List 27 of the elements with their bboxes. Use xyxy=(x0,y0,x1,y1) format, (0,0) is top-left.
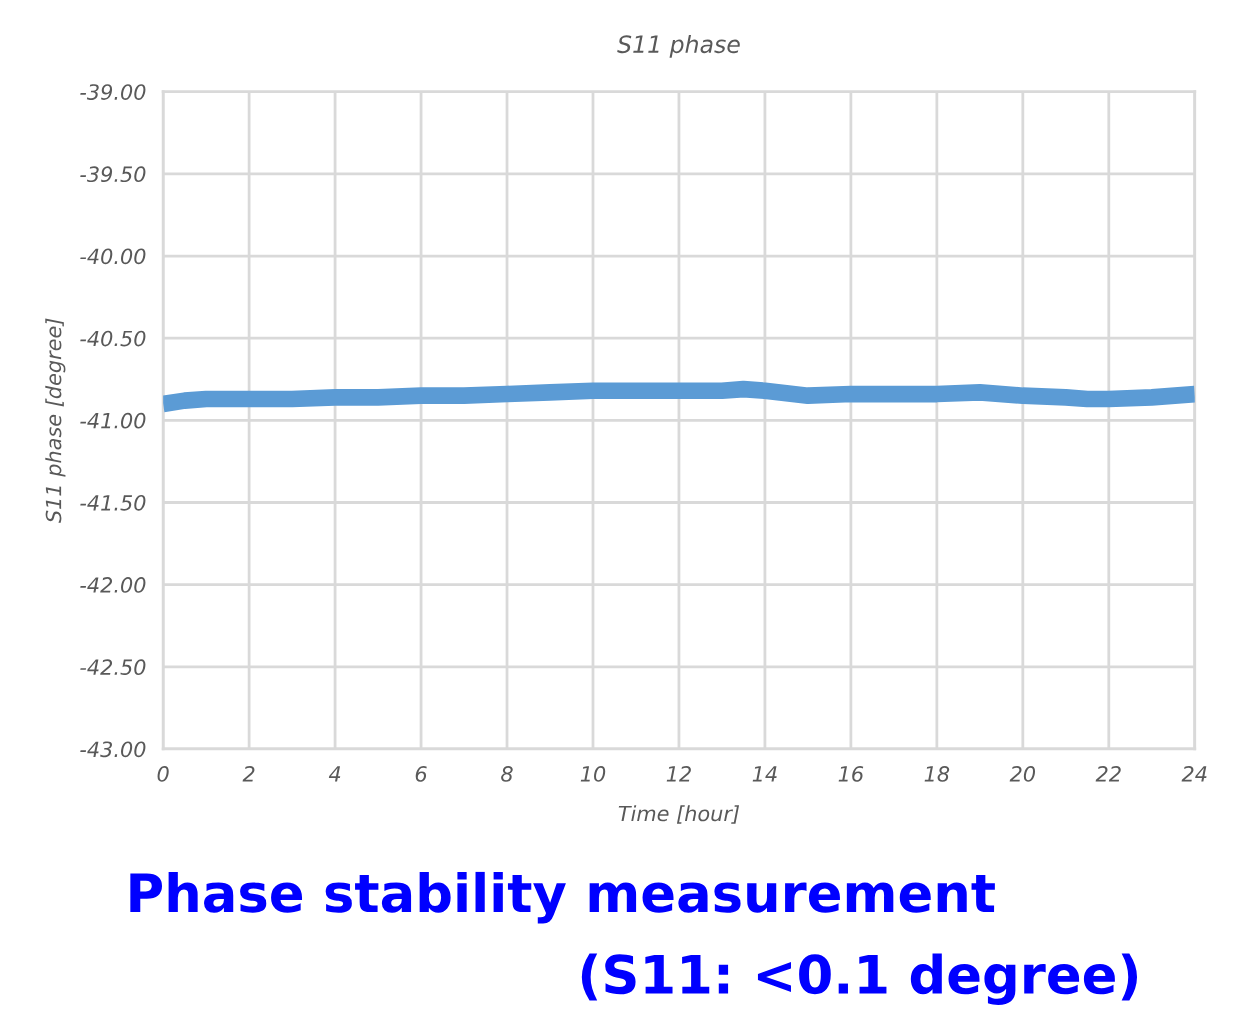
y-tick-label: -41.50 xyxy=(80,494,146,511)
chart-title: S11 phase xyxy=(617,34,740,58)
x-tick-label: 14 xyxy=(752,766,777,782)
y-tick-label: -40.00 xyxy=(80,248,146,265)
x-tick-label: 16 xyxy=(838,766,864,782)
x-tick-label: 22 xyxy=(1095,766,1121,782)
y-axis-title: S11 phase [degree] xyxy=(45,318,66,523)
x-tick-label: 24 xyxy=(1181,766,1207,782)
y-tick-label: -39.50 xyxy=(80,166,146,183)
y-tick-label: -43.00 xyxy=(80,741,146,758)
y-tick-label: -40.50 xyxy=(80,330,146,347)
x-tick-label: 0 xyxy=(157,766,169,782)
x-axis-title: Time [hour] xyxy=(618,805,740,824)
text: Phase stability measurement xyxy=(130,871,995,924)
x-tick-label: 12 xyxy=(666,766,691,782)
y-tick-label: -39.00 xyxy=(80,84,146,100)
x-tick-label: 6 xyxy=(415,766,427,782)
x-tick-label: 20 xyxy=(1009,766,1036,782)
x-tick-label: 4 xyxy=(328,766,341,782)
x-tick-label: 2 xyxy=(242,766,255,782)
y-tick-label: -42.00 xyxy=(80,577,146,593)
x-tick-label: 10 xyxy=(580,766,606,782)
y-tick-label: -41.00 xyxy=(80,412,146,429)
x-tick-label: 18 xyxy=(924,766,950,782)
y-tick-label: -42.50 xyxy=(80,659,146,676)
x-tick-label: 8 xyxy=(501,766,513,782)
text: (S11: <0.1 degree) xyxy=(581,953,1138,1005)
